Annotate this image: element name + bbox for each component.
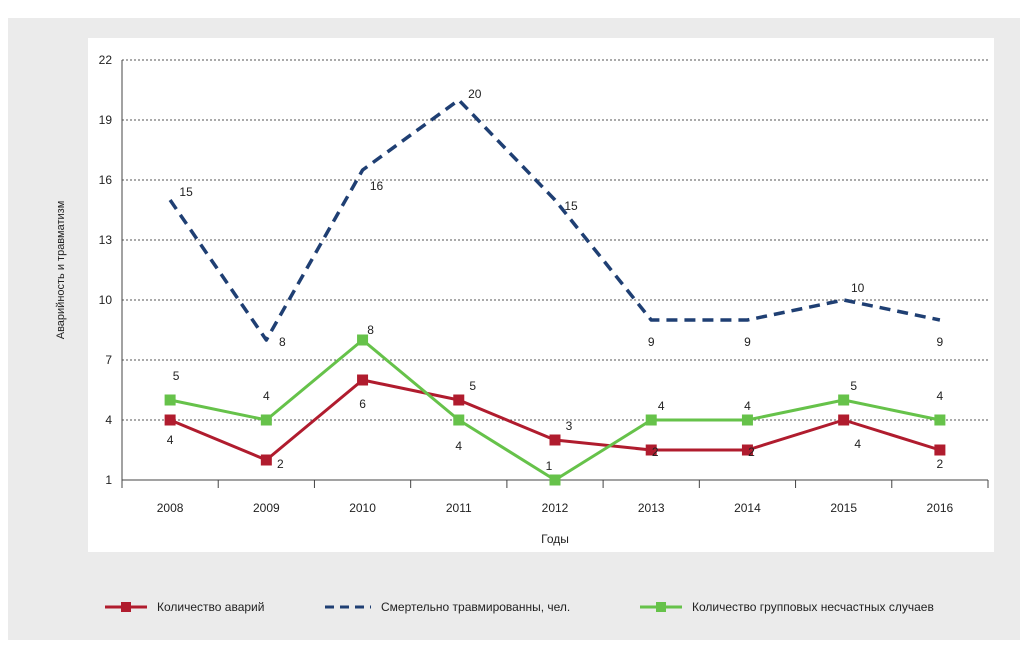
data-label: 4 <box>455 439 462 453</box>
legend-item-fatalities: Смертельно травмированны, чел. <box>325 596 570 618</box>
x-tick-label: 2014 <box>734 501 761 515</box>
data-point-marker <box>838 394 850 406</box>
data-point-marker <box>934 414 946 426</box>
data-label: 5 <box>469 379 476 393</box>
legend-label-fatalities: Смертельно травмированны, чел. <box>381 600 571 614</box>
data-point-marker <box>549 474 561 486</box>
x-tick-label: 2011 <box>446 501 472 515</box>
data-point-marker <box>357 374 369 386</box>
series-line <box>169 338 941 482</box>
data-point-marker <box>453 414 465 426</box>
legend-swatch-accidents <box>105 602 147 612</box>
data-point-marker <box>260 414 272 426</box>
x-tick-label: 2010 <box>349 501 376 515</box>
data-label: 20 <box>468 87 482 101</box>
data-label: 6 <box>359 397 366 411</box>
y-tick-label: 13 <box>99 233 113 247</box>
data-point-marker <box>453 394 465 406</box>
data-label: 15 <box>179 185 193 199</box>
legend-label-accidents: Количество аварий <box>157 600 265 614</box>
data-label: 4 <box>937 389 944 403</box>
data-point-marker <box>357 334 369 346</box>
data-label: 4 <box>744 399 751 413</box>
x-tick-label: 2008 <box>157 501 184 515</box>
series-line <box>168 98 941 342</box>
data-point-marker <box>260 454 272 466</box>
data-label: 4 <box>263 389 270 403</box>
data-label: 2 <box>937 457 944 471</box>
data-point-marker <box>741 444 753 456</box>
x-tick-label: 2015 <box>830 501 857 515</box>
data-label: 4 <box>167 433 174 447</box>
y-tick-label: 1 <box>105 473 112 487</box>
x-tick-label: 2016 <box>927 501 954 515</box>
data-label: 15 <box>564 199 578 213</box>
data-point-marker <box>164 414 176 426</box>
data-label: 5 <box>173 369 180 383</box>
data-point-marker <box>164 394 176 406</box>
data-label: 5 <box>850 379 857 393</box>
y-tick-label: 22 <box>99 53 113 67</box>
x-tick-label: 2013 <box>638 501 665 515</box>
legend-swatch-group-incidents <box>640 602 682 612</box>
x-axis-title: Годы <box>541 532 569 546</box>
data-label: 8 <box>279 335 286 349</box>
legend: Количество аварий Смертельно травмирован… <box>105 596 1010 618</box>
data-label: 4 <box>854 437 861 451</box>
legend-item-accidents: Количество аварий <box>105 596 264 618</box>
data-point-marker <box>741 414 753 426</box>
y-tick-label: 16 <box>99 173 113 187</box>
data-label: 4 <box>658 399 665 413</box>
y-axis-title: Аварийность и травматизм <box>55 201 67 340</box>
legend-item-group-incidents: Количество групповых несчастных случаев <box>640 596 934 618</box>
data-point-marker <box>934 444 946 456</box>
data-label: 16 <box>370 179 384 193</box>
data-point-marker <box>838 414 850 426</box>
data-label: 2 <box>652 445 659 459</box>
data-point-marker <box>549 434 561 446</box>
data-point-marker <box>645 444 657 456</box>
x-tick-label: 2012 <box>542 501 569 515</box>
data-label: 8 <box>367 323 374 337</box>
data-label: 9 <box>648 335 655 349</box>
legend-label-group-incidents: Количество групповых несчастных случаев <box>692 600 934 614</box>
legend-swatch-fatalities <box>325 605 371 609</box>
data-label: 9 <box>937 335 944 349</box>
data-label: 10 <box>851 281 865 295</box>
x-tick-label: 2009 <box>253 501 280 515</box>
data-label: 1 <box>546 459 553 473</box>
y-tick-label: 10 <box>99 293 113 307</box>
plot-panel <box>88 38 994 552</box>
y-tick-label: 4 <box>105 413 112 427</box>
data-label: 9 <box>744 335 751 349</box>
data-label: 2 <box>277 457 284 471</box>
y-tick-label: 7 <box>105 353 112 367</box>
data-label: 2 <box>748 445 755 459</box>
y-tick-label: 19 <box>99 113 113 127</box>
data-point-marker <box>645 414 657 426</box>
data-label: 3 <box>566 419 573 433</box>
